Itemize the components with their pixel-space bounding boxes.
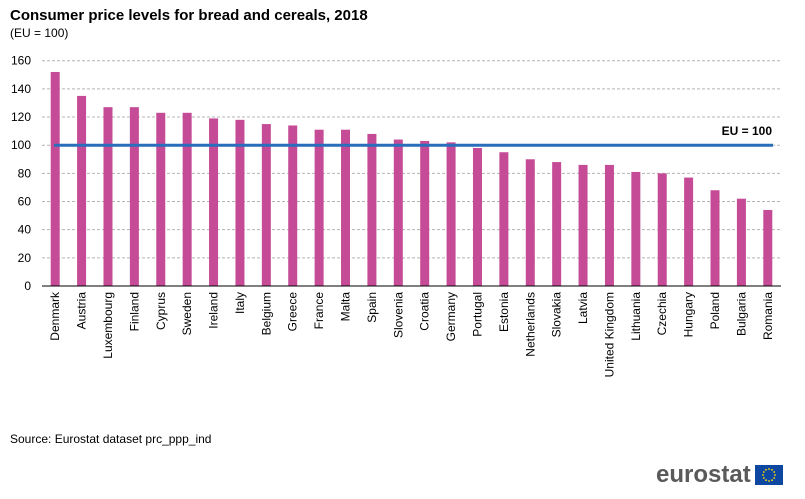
chart-subtitle: (EU = 100) [10, 26, 69, 40]
x-tick-label: Netherlands [523, 292, 537, 357]
y-tick-label: 120 [11, 110, 31, 124]
y-tick-label: 80 [18, 166, 32, 180]
bar-greece [288, 125, 298, 286]
bar-slovakia [552, 162, 562, 286]
bar-chart: 0 20 40 60 80 100 120 140 160 Denmark Austria Luxem… [11, 54, 781, 377]
y-tick-label: 160 [11, 54, 31, 68]
bar-poland [710, 190, 720, 286]
bar-hungary [684, 177, 694, 286]
y-tick-label: 60 [18, 195, 32, 209]
y-tick-label: 20 [18, 251, 32, 265]
x-tick-label: Malta [339, 292, 353, 322]
x-tick-label: Sweden [180, 292, 194, 335]
bar-spain [367, 133, 377, 286]
bar-malta [341, 129, 351, 286]
x-tick-label: Bulgaria [734, 292, 748, 336]
y-tick-label: 100 [11, 138, 31, 152]
y-tick-label: 0 [24, 279, 31, 293]
x-tick-label: Latvia [576, 292, 590, 324]
x-tick-label: Lithuania [629, 292, 643, 341]
x-tick-label: United Kingdom [602, 292, 616, 377]
x-tick-label: Slovenia [391, 292, 405, 338]
y-tick-label: 140 [11, 82, 31, 96]
x-tick-label: Croatia [418, 292, 432, 331]
source-note: Source: Eurostat dataset prc_ppp_ind [10, 432, 212, 446]
eu-flag-icon [754, 465, 783, 485]
x-tick-label: France [312, 292, 326, 330]
x-tick-label: Finland [127, 292, 141, 331]
x-tick-label: Czechia [655, 292, 669, 336]
bar-italy [235, 119, 245, 286]
x-tick-label: Slovakia [550, 292, 564, 338]
bar-netherlands [525, 159, 535, 286]
bar-ireland [209, 118, 219, 286]
x-tick-label: Estonia [497, 292, 511, 332]
bar-slovenia [393, 139, 403, 286]
bar-finland [129, 107, 139, 286]
x-tick-label: Portugal [470, 292, 484, 337]
bar-portugal [472, 148, 482, 286]
x-tick-label: Ireland [207, 292, 221, 329]
bar-estonia [499, 152, 509, 286]
bar-germany [446, 142, 456, 286]
bar-cyprus [156, 112, 166, 286]
x-tick-label: Italy [233, 292, 247, 314]
x-tick-label: Denmark [48, 291, 62, 341]
eu-reference-label: EU = 100 [722, 124, 773, 138]
x-tick-label: Luxembourg [101, 292, 115, 359]
x-tick-label: Hungary [682, 292, 696, 337]
bar-czechia [657, 173, 667, 286]
bar-croatia [420, 140, 430, 286]
x-tick-label: Germany [444, 292, 458, 341]
x-tick-label: Greece [286, 292, 300, 332]
bar-denmark [50, 71, 60, 286]
bar-united-kingdom [604, 164, 614, 286]
y-tick-label: 40 [18, 223, 32, 237]
bar-austria [77, 95, 87, 286]
x-tick-label: Poland [708, 292, 722, 329]
bar-belgium [261, 124, 271, 286]
bar-france [314, 129, 324, 286]
bar-latvia [578, 164, 588, 286]
x-tick-label: Belgium [259, 292, 273, 335]
eurostat-logo: eurostat [656, 461, 783, 489]
x-tick-label: Romania [761, 292, 775, 340]
bar-bulgaria [736, 198, 746, 286]
bar-sweden [182, 112, 192, 286]
bar-lithuania [631, 171, 641, 286]
x-tick-label: Spain [365, 292, 379, 323]
x-tick-label: Austria [75, 292, 89, 330]
bar-romania [763, 209, 773, 286]
logo-text: eurostat [656, 461, 751, 488]
chart-title: Consumer price levels for bread and cere… [10, 7, 368, 24]
x-tick-label: Cyprus [154, 292, 168, 330]
bar-luxembourg [103, 107, 113, 286]
